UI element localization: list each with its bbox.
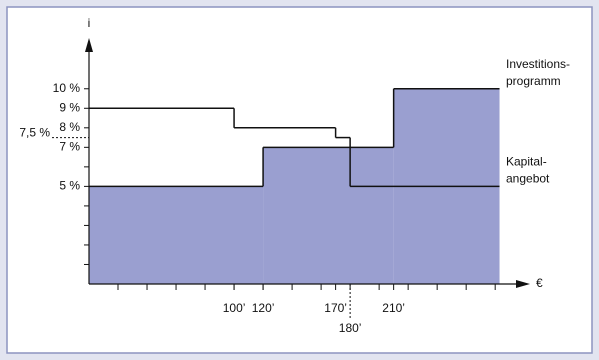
step-fill: [89, 186, 264, 284]
x-tick-label: 170’: [324, 301, 347, 315]
x-tick-label: 210’: [382, 301, 405, 315]
x-tick-label: 120’: [252, 301, 275, 315]
y-arrow: [85, 38, 93, 52]
x-tick-label: 100’: [223, 301, 246, 315]
y-tick-label: 5 %: [59, 179, 80, 193]
series-label: programm: [506, 74, 561, 88]
y-tick-label: 9 %: [59, 100, 80, 114]
series-label: Investitions-: [506, 57, 570, 71]
x-axis-label: €: [536, 276, 543, 290]
y-tick-label: 7,5 %: [19, 126, 50, 140]
series-label: angebot: [506, 172, 550, 186]
y-tick-label: 7 %: [59, 140, 80, 154]
x-arrow: [516, 280, 530, 288]
y-axis-label: i: [88, 16, 91, 30]
y-tick-label: 8 %: [59, 120, 80, 134]
x-tick-label: 180’: [339, 321, 362, 335]
step-fill: [263, 147, 394, 284]
series-label: Kapital-: [506, 155, 547, 169]
y-tick-label: 10 %: [53, 81, 81, 95]
